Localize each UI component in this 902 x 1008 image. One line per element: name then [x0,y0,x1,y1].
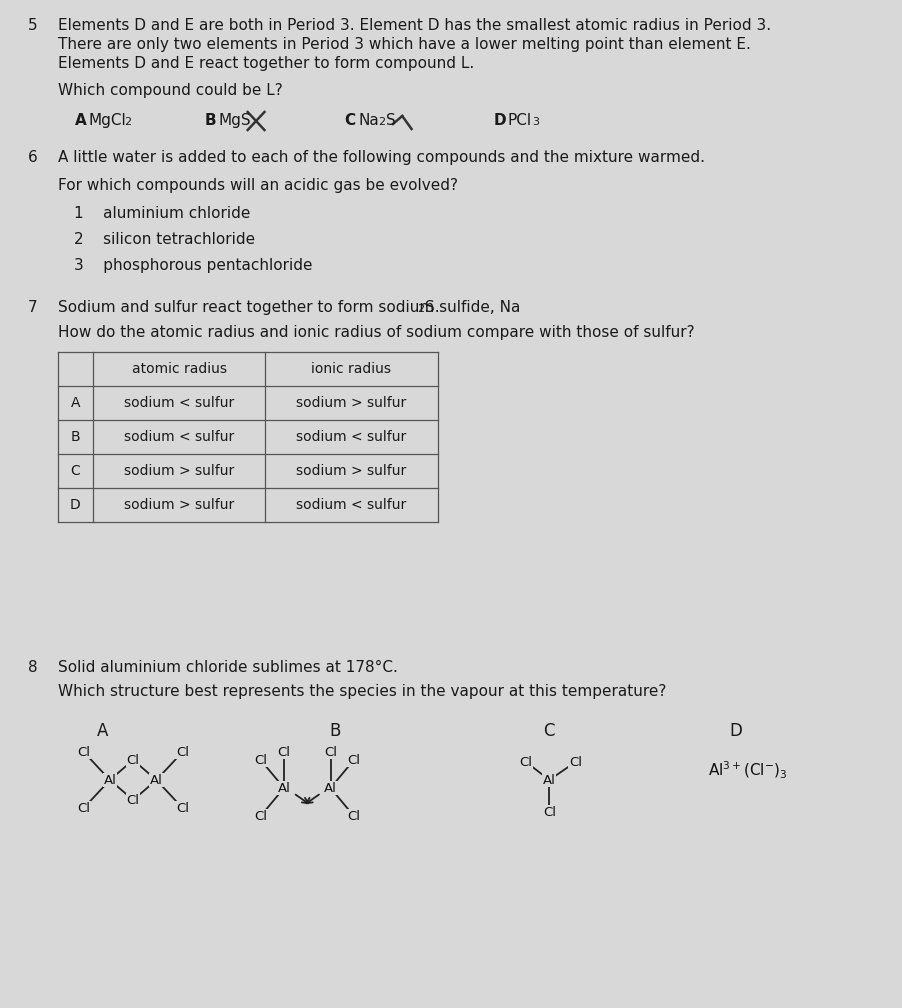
Text: D: D [493,113,506,128]
Text: B: B [329,722,341,740]
Text: Al: Al [278,781,290,794]
Text: sodium > sulfur: sodium > sulfur [124,498,235,512]
Text: There are only two elements in Period 3 which have a lower melting point than el: There are only two elements in Period 3 … [58,37,750,52]
Text: Cl: Cl [347,754,360,766]
Text: Cl: Cl [176,801,189,814]
Text: Cl: Cl [347,809,360,823]
Text: For which compounds will an acidic gas be evolved?: For which compounds will an acidic gas b… [58,178,457,193]
Text: Al: Al [324,781,337,794]
Text: 3: 3 [532,117,539,127]
Text: 7: 7 [28,300,38,314]
Text: Cl: Cl [78,801,90,814]
Text: sodium < sulfur: sodium < sulfur [297,498,407,512]
Text: Cl: Cl [176,746,189,758]
Text: Cl: Cl [324,746,337,758]
Text: Cl: Cl [126,754,140,766]
Text: 1    aluminium chloride: 1 aluminium chloride [75,206,251,221]
Text: 8: 8 [28,660,38,675]
Text: sodium > sulfur: sodium > sulfur [297,464,407,478]
Text: ionic radius: ionic radius [311,362,391,376]
Text: Cl: Cl [254,754,267,766]
Text: B: B [70,430,80,444]
Text: PCl: PCl [508,113,531,128]
Text: Which compound could be L?: Which compound could be L? [58,83,282,98]
Text: Cl: Cl [126,793,140,806]
Text: sodium < sulfur: sodium < sulfur [124,396,235,410]
Text: Cl: Cl [569,756,582,768]
Text: Cl: Cl [543,805,556,818]
Text: D: D [70,498,81,512]
Text: Al: Al [543,773,556,786]
Text: MgS: MgS [219,113,252,128]
Text: Cl: Cl [520,756,532,768]
Text: A little water is added to each of the following compounds and the mixture warme: A little water is added to each of the f… [58,150,704,165]
Text: sodium < sulfur: sodium < sulfur [124,430,235,444]
Text: 5: 5 [28,18,38,33]
Text: C: C [345,113,355,128]
Text: Al: Al [104,773,116,786]
Text: How do the atomic radius and ionic radius of sodium compare with those of sulfur: How do the atomic radius and ionic radiu… [58,325,695,340]
Text: B: B [205,113,216,128]
Text: A: A [97,722,108,740]
Text: 6: 6 [28,150,38,165]
Text: atomic radius: atomic radius [132,362,226,376]
Text: 2: 2 [124,117,131,127]
Text: Sodium and sulfur react together to form sodium sulfide, Na: Sodium and sulfur react together to form… [58,300,520,314]
Text: sodium > sulfur: sodium > sulfur [124,464,235,478]
Text: 2: 2 [378,117,385,127]
Text: Which structure best represents the species in the vapour at this temperature?: Which structure best represents the spec… [58,684,666,699]
Text: S.: S. [425,300,439,314]
Text: 3    phosphorous pentachloride: 3 phosphorous pentachloride [75,258,313,273]
Text: Cl: Cl [254,809,267,823]
Text: Elements D and E are both in Period 3. Element D has the smallest atomic radius : Elements D and E are both in Period 3. E… [58,18,771,33]
Text: 2: 2 [418,304,425,314]
Text: Cl: Cl [78,746,90,758]
Text: A: A [75,113,87,128]
Text: Al$^{3+}$(Cl$^{-}$)$_3$: Al$^{3+}$(Cl$^{-}$)$_3$ [708,759,787,780]
Text: Solid aluminium chloride sublimes at 178°C.: Solid aluminium chloride sublimes at 178… [58,660,398,675]
Text: sodium < sulfur: sodium < sulfur [297,430,407,444]
Text: 2    silicon tetrachloride: 2 silicon tetrachloride [75,232,255,247]
Text: A: A [70,396,80,410]
Text: Cl: Cl [278,746,290,758]
Text: D: D [729,722,742,740]
Text: sodium > sulfur: sodium > sulfur [297,396,407,410]
Text: C: C [544,722,555,740]
Text: C: C [70,464,80,478]
Text: S: S [386,113,396,128]
Text: Al: Al [150,773,163,786]
Text: Na: Na [358,113,379,128]
Text: MgCl: MgCl [88,113,126,128]
Text: Elements D and E react together to form compound L.: Elements D and E react together to form … [58,56,474,71]
